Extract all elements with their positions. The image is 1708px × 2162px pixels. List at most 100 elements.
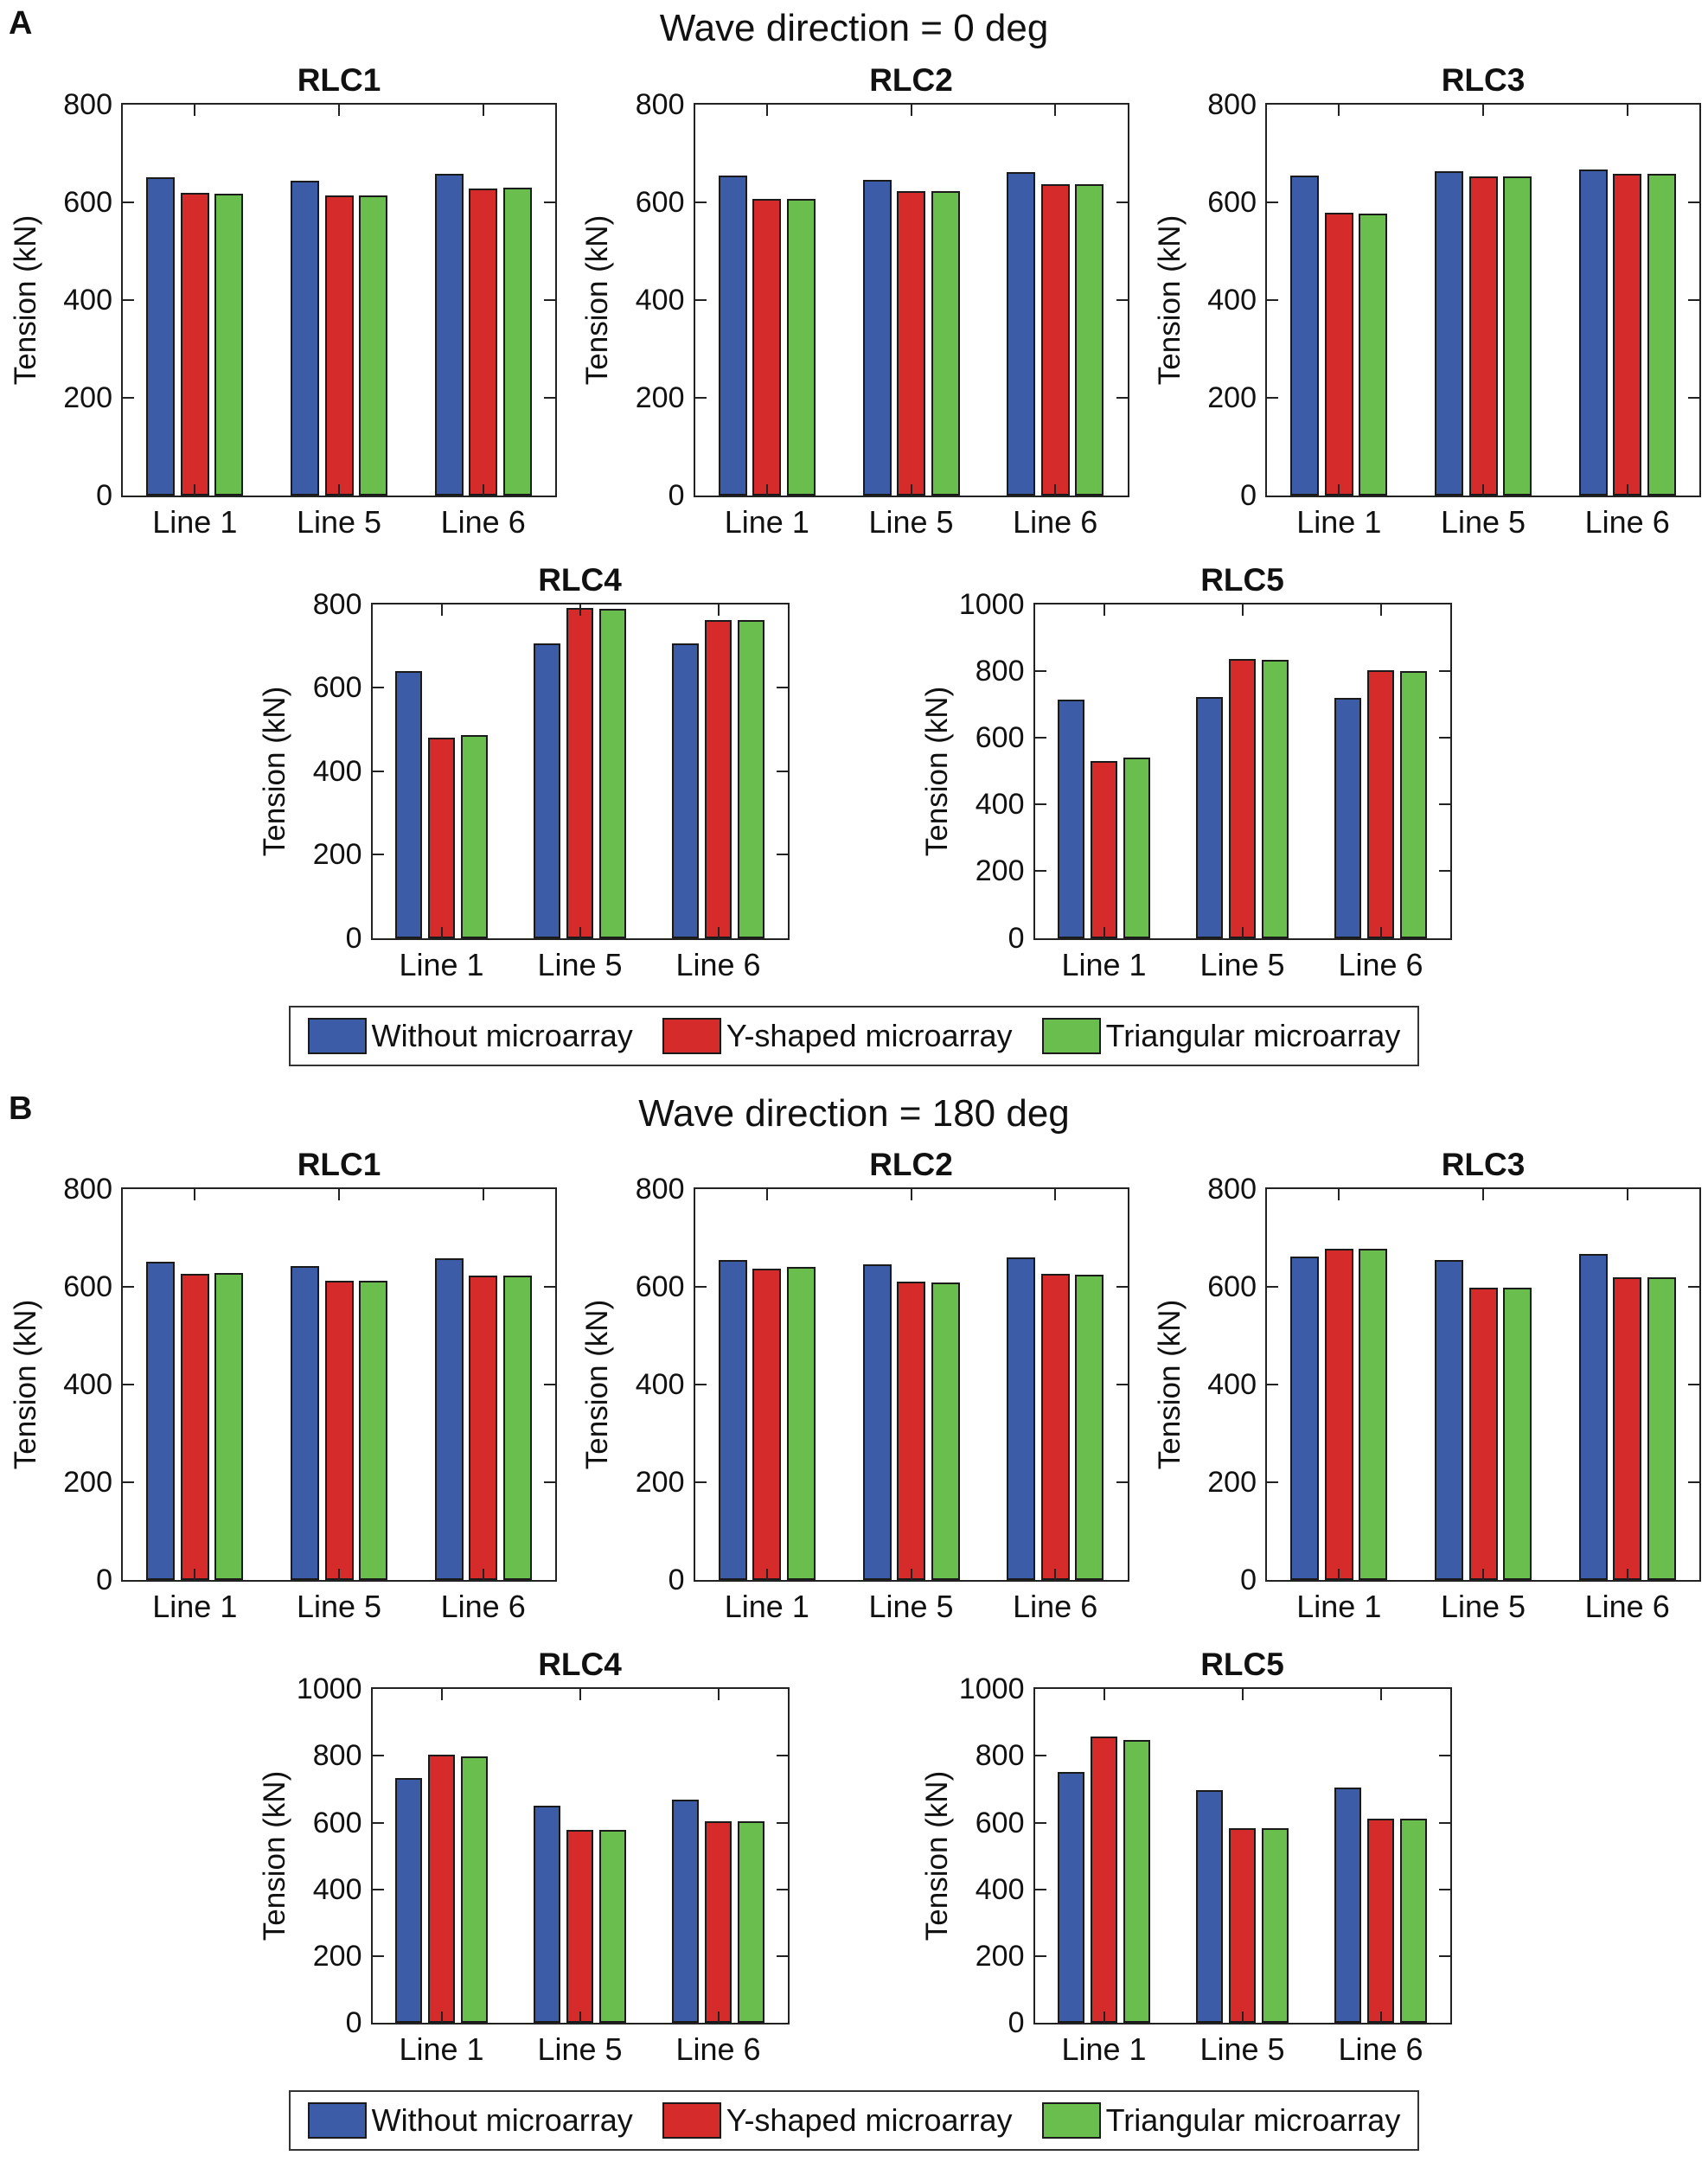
tick-mark (1482, 483, 1484, 496)
bar-triangular-microarray-line-1 (1359, 213, 1388, 496)
x-category-labels: Line 1 Line 5 Line 6 (1033, 2024, 1452, 2068)
x-category-label-line-1: Line 1 (152, 1589, 238, 1625)
y-tick-label: 400 (975, 788, 1025, 822)
y-tick-label: 800 (1207, 87, 1257, 121)
y-tick-labels: 0 200 400 600 800 (295, 590, 371, 953)
bar-y-shaped-microarray-line-1 (1324, 213, 1353, 496)
tick-mark (123, 201, 134, 203)
x-category-label-line-5: Line 5 (296, 503, 382, 540)
panel-a-label: A (9, 5, 33, 42)
tick-mark (910, 1189, 912, 1201)
bar-triangular-microarray-line-6 (1399, 1818, 1428, 2024)
tick-mark (123, 298, 134, 301)
tick-mark (1338, 1189, 1340, 1201)
legend-label: Without microarray (371, 2102, 633, 2139)
tick-mark (765, 1569, 768, 1581)
tick-mark (1338, 1569, 1340, 1581)
y-tick-label: 400 (635, 283, 685, 317)
y-tick-label: 600 (975, 720, 1025, 754)
panel-a-charts-row-1: RLC1 Tension (kN) 0 200 400 600 800 Line 1 Line … (0, 61, 1708, 540)
y-tick-label: 400 (312, 1872, 362, 1906)
y-tick-labels: 0 200 400 600 800 (1189, 1174, 1265, 1595)
tick-mark (776, 770, 788, 772)
chart-title: RLC2 (869, 61, 953, 98)
chart-rlc3: RLC3 Tension (kN) 0 200 400 600 800 Line 1 Line … (1151, 62, 1701, 540)
plot-area (121, 102, 557, 497)
x-category-label-line-6: Line 6 (1338, 2031, 1423, 2068)
bar-without-microarray-line-1 (1057, 1771, 1085, 2024)
tick-mark (1034, 736, 1046, 739)
bar-y-shaped-microarray-line-1 (427, 1754, 456, 2024)
x-category-labels: Line 1 Line 5 Line 6 (694, 1582, 1129, 1625)
y-tick-label: 800 (312, 1739, 362, 1773)
y-tick-label: 800 (1207, 1173, 1257, 1206)
bar-without-microarray-line-6 (671, 643, 700, 938)
chart-body: Tension (kN) 0 200 400 600 800 Line 1 Line 5 Lin… (7, 90, 557, 540)
tick-mark (194, 483, 196, 496)
bar-triangular-microarray-line-6 (502, 188, 532, 496)
x-category-label-line-1: Line 1 (1296, 1589, 1382, 1625)
tick-mark (1054, 483, 1057, 496)
y-tick-label: 200 (63, 381, 112, 414)
tick-mark (1267, 201, 1278, 203)
bar-triangular-microarray-line-5 (931, 1282, 960, 1581)
bar-y-shaped-microarray-line-1 (1090, 761, 1118, 938)
y-tick-label: 800 (635, 87, 685, 121)
tick-mark (1688, 1481, 1699, 1484)
bar-triangular-microarray-line-5 (931, 190, 960, 496)
legend: Without microarray Y-shaped microarray Tri… (288, 1005, 1420, 1066)
tick-mark (544, 201, 555, 203)
legend: Without microarray Y-shaped microarray Tri… (288, 2090, 1420, 2152)
y-tick-label: 800 (63, 1173, 112, 1206)
tick-mark (1482, 1569, 1484, 1581)
tick-mark (1034, 803, 1046, 806)
bar-without-microarray-line-1 (718, 1260, 747, 1581)
bar-y-shaped-microarray-line-6 (469, 1276, 498, 1581)
x-category-label-line-5: Line 5 (1440, 503, 1526, 540)
tick-mark (544, 298, 555, 301)
plot-wrap: Line 1 Line 5 Line 6 (370, 602, 790, 983)
x-category-label-line-6: Line 6 (675, 2031, 761, 2068)
chart-rlc3: RLC3 Tension (kN) 0 200 400 600 800 Line 1 Line … (1151, 1148, 1701, 1625)
y-axis-label: Tension (kN) (9, 214, 43, 385)
tick-mark (1688, 1384, 1699, 1386)
y-tick-label: 400 (312, 754, 362, 788)
tick-mark (544, 1286, 555, 1289)
y-tick-label: 600 (635, 185, 685, 219)
tick-mark (1034, 1755, 1046, 1757)
triangular-microarray-swatch (1041, 2102, 1101, 2140)
legend-entry-y-shaped-microarray: Y-shaped microarray (662, 2102, 1013, 2140)
tick-mark (1116, 1481, 1128, 1484)
tick-mark (440, 604, 443, 616)
y-axis-label: Tension (kN) (920, 1770, 955, 1941)
y-tick-label: 0 (1008, 2006, 1025, 2040)
tick-mark (1103, 2012, 1105, 2024)
x-category-labels: Line 1 Line 5 Line 6 (121, 1582, 557, 1625)
bar-triangular-microarray-line-6 (1075, 183, 1104, 496)
tick-mark (123, 1481, 134, 1484)
tick-mark (194, 104, 196, 116)
chart-title: RLC5 (1200, 1647, 1284, 1683)
tick-mark (372, 770, 384, 772)
y-tick-labels: 0 200 400 600 800 (1189, 90, 1265, 510)
tick-mark (1116, 1286, 1128, 1289)
x-category-labels: Line 1 Line 5 Line 6 (1033, 940, 1452, 983)
tick-mark (1116, 1384, 1128, 1386)
tick-mark (1688, 298, 1699, 301)
tick-mark (1379, 2012, 1382, 2024)
tick-mark (1338, 104, 1340, 116)
y-axis-label-box: Tension (kN) (1151, 1187, 1189, 1582)
bar-y-shaped-microarray-line-1 (1090, 1737, 1118, 2024)
tick-mark (765, 104, 768, 116)
tick-mark (1267, 1286, 1278, 1289)
chart-title: RLC1 (297, 61, 381, 98)
x-category-label-line-1: Line 1 (399, 946, 484, 982)
bar-triangular-microarray-line-1 (1359, 1249, 1388, 1581)
y-axis-label-box: Tension (kN) (919, 603, 957, 940)
tick-mark (372, 1954, 384, 1957)
tick-mark (776, 854, 788, 856)
bar-triangular-microarray-line-5 (1503, 176, 1532, 496)
plot-area (121, 1187, 557, 1583)
